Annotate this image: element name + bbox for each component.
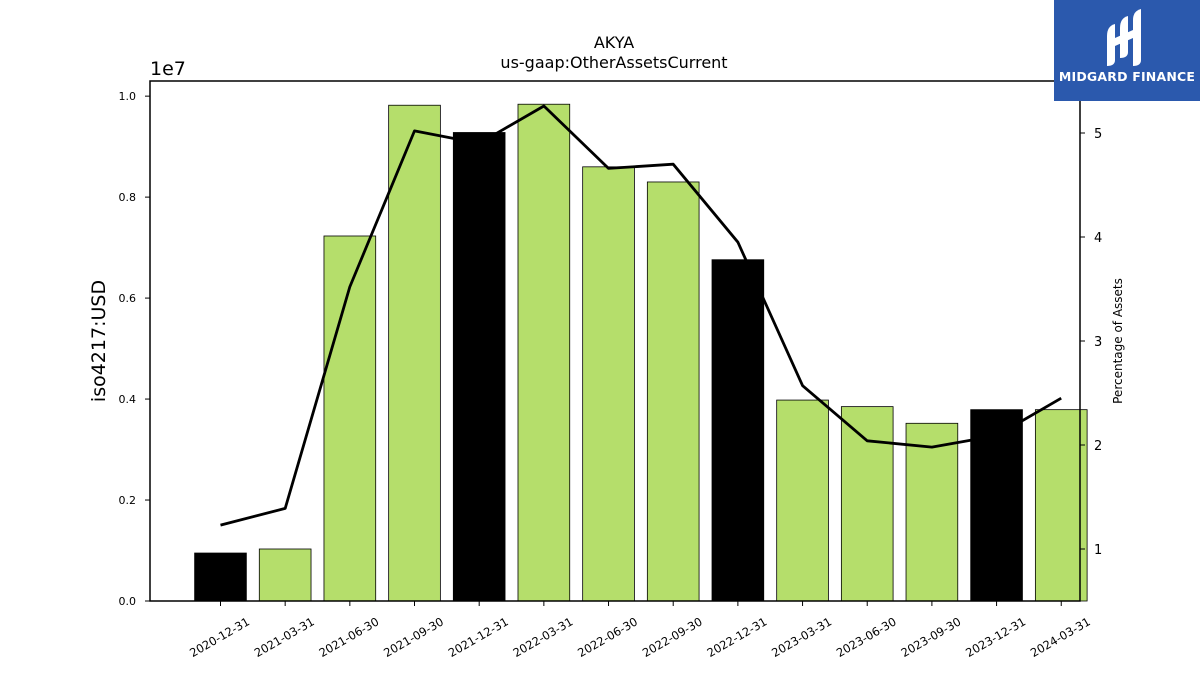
y2-tick-label: 4 [1094, 231, 1102, 246]
bar-2021-09-30 [388, 104, 441, 602]
bar-2022-06-30 [582, 166, 635, 602]
y2-ticks: 1 2 3 4 5 [1080, 127, 1102, 558]
chart-title: AKYA [594, 33, 634, 52]
plot-frame [149, 80, 1081, 602]
y2-tick-label: 5 [1094, 127, 1102, 142]
y-tick-label: 1.0 [119, 90, 137, 103]
x-tick-label: 2023-12-31 [963, 614, 1028, 660]
percentage-line [220, 104, 1062, 527]
y-tick-label: 0.0 [119, 595, 137, 608]
x-tick-label: 2022-03-31 [510, 614, 575, 660]
x-tick-label: 2021-06-30 [316, 614, 381, 660]
bar-2021-06-30 [323, 235, 377, 602]
y-ticks: 0.0 0.2 0.4 0.6 0.8 1.0 [119, 90, 150, 608]
x-tick-label: 2022-09-30 [640, 614, 705, 660]
bar-2022-09-30 [646, 181, 700, 602]
x-tick-label: 2021-12-31 [446, 614, 511, 660]
bar-2023-12-31 [970, 409, 1023, 602]
y-multiplier-label: 1e7 [150, 58, 186, 80]
x-tick-label: 2023-09-30 [899, 614, 964, 660]
midgard-finance-logo: MIDGARD FINANCE [1054, 0, 1200, 101]
bar-2021-12-31 [452, 132, 506, 602]
y-tick-label: 0.8 [119, 191, 137, 204]
x-tick-label: 2021-09-30 [381, 614, 446, 660]
x-tick-label: 2023-06-30 [834, 614, 899, 660]
y2-tick-label: 2 [1094, 439, 1102, 454]
bar-2020-12-31 [194, 552, 247, 602]
y2-tick-label: 1 [1094, 543, 1102, 558]
x-ticks: 2020-12-31 2021-03-31 2021-06-30 2021-09-30… [187, 601, 1093, 660]
y2-axis-label: Percentage of Assets [1111, 278, 1125, 404]
chart-subtitle: us-gaap:OtherAssetsCurrent [500, 53, 727, 72]
bar-2023-03-31 [776, 399, 829, 602]
x-tick-label: 2022-06-30 [575, 614, 640, 660]
y-tick-label: 0.2 [119, 494, 137, 507]
y-axis-label: iso4217:USD [88, 280, 110, 402]
line-group [220, 104, 1062, 527]
bar-group [194, 103, 1088, 602]
x-tick-label: 2021-03-31 [252, 614, 317, 660]
x-tick-label: 2023-03-31 [769, 614, 834, 660]
bar-2023-06-30 [840, 406, 894, 602]
x-tick-label: 2020-12-31 [187, 614, 252, 660]
y-tick-label: 0.4 [119, 393, 137, 406]
bar-2023-09-30 [905, 422, 959, 602]
bar-2022-03-31 [517, 103, 571, 602]
midgard-logo-icon [1107, 9, 1141, 66]
x-tick-label: 2024-03-31 [1028, 614, 1093, 660]
y2-tick-label: 3 [1094, 335, 1102, 350]
bar-2024-03-31 [1034, 409, 1088, 602]
x-tick-label: 2022-12-31 [704, 614, 769, 660]
bar-2021-03-31 [258, 548, 312, 602]
logo-text: MIDGARD FINANCE [1058, 69, 1196, 84]
bar-2022-12-31 [711, 259, 765, 602]
y-tick-label: 0.6 [119, 292, 137, 305]
